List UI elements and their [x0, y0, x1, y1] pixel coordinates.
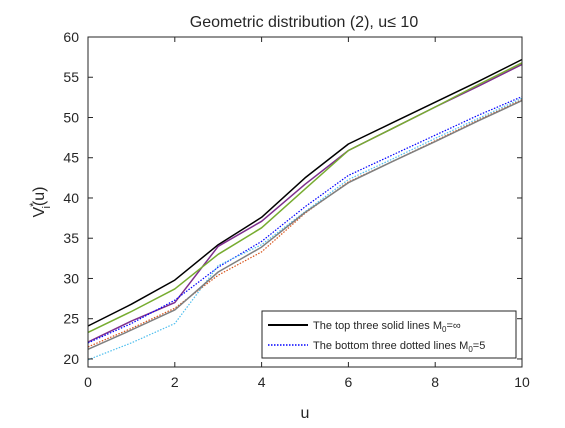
x-tick-label: 8	[431, 374, 439, 390]
x-tick-label: 2	[171, 374, 179, 390]
y-axis-label-tail: (u)	[31, 187, 48, 207]
y-tick-label: 50	[63, 109, 79, 125]
y-axis-label-sub: i	[41, 206, 53, 208]
series-line-6	[87, 97, 523, 361]
y-tick-label: 55	[63, 69, 79, 85]
series-line-3	[87, 62, 523, 334]
x-tick-label: 0	[84, 374, 92, 390]
y-axis-label-main: V	[31, 206, 48, 217]
y-tick-label: 30	[63, 270, 79, 286]
legend-label-2: The bottom three dotted lines M0=5	[313, 340, 485, 354]
x-tick-label: 10	[514, 374, 530, 390]
y-axis-label-sup: *	[28, 202, 40, 207]
plot-lines	[87, 58, 523, 361]
y-axis-label: V*i(u)	[28, 187, 53, 218]
y-tick-label: 45	[63, 150, 79, 166]
x-tick-label: 6	[345, 374, 353, 390]
x-axis-label: u	[301, 405, 310, 422]
y-tick-label: 40	[63, 190, 79, 206]
series-line-5	[87, 99, 523, 348]
series-line-7	[87, 99, 523, 350]
series-line-1	[87, 58, 523, 327]
chart-title: Geometric distribution (2), u≤ 10	[190, 14, 419, 31]
legend: The top three solid lines M0=∞ The bottom…	[261, 310, 517, 359]
legend-label-1: The top three solid lines M0=∞	[313, 320, 461, 334]
x-tick-label: 4	[258, 374, 266, 390]
y-tick-label: 20	[63, 351, 79, 367]
y-tick-label: 25	[63, 311, 79, 327]
x-axis-ticks: 0 2 4 6 8 10	[84, 37, 530, 390]
series-line-4	[87, 96, 523, 344]
y-tick-label: 35	[63, 230, 79, 246]
legend-box	[261, 310, 517, 359]
y-axis-ticks: 20 25 30 35 40 45 50 55 60	[63, 29, 522, 367]
plot-frame	[87, 36, 523, 368]
y-tick-label: 60	[63, 29, 79, 45]
